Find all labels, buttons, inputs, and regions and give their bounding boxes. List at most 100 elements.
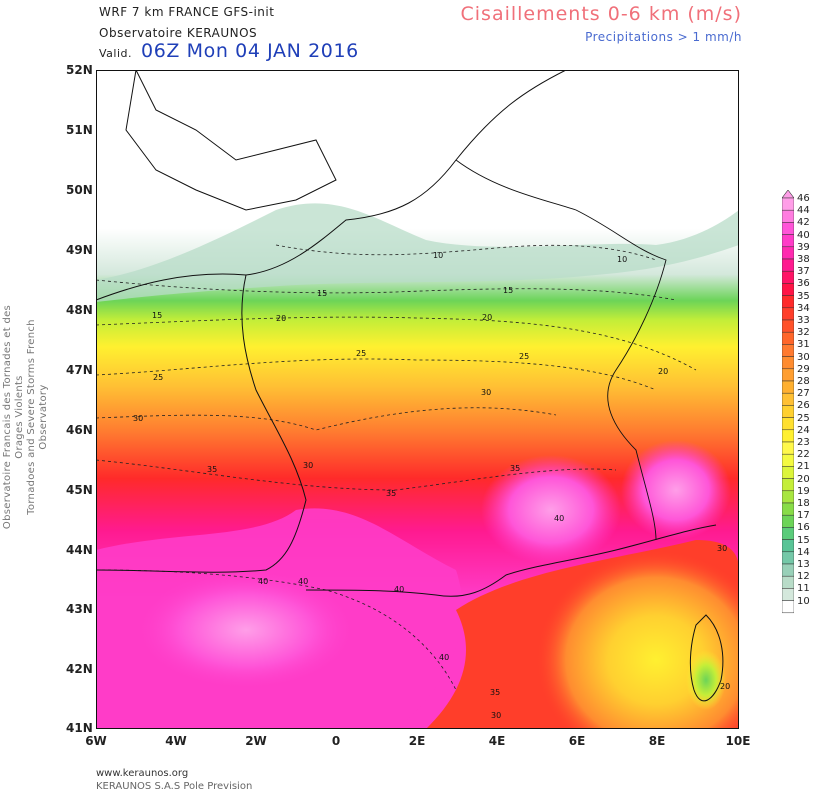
colorbar-label-33: 33 xyxy=(797,315,810,326)
colorbar-label-22: 22 xyxy=(797,449,810,461)
company-credit: KERAUNOS S.A.S Pole Prevision xyxy=(96,781,253,792)
pink-core-1 xyxy=(136,570,356,690)
colorbar-swatch-12 xyxy=(782,575,794,589)
colorbar-label-27: 27 xyxy=(797,388,810,400)
colorbar-label-14: 14 xyxy=(797,546,810,558)
colorbar-label-18: 18 xyxy=(797,498,810,509)
contour-35 xyxy=(96,459,617,491)
grey-band xyxy=(96,203,739,302)
lat-tick-43n: 43N xyxy=(66,602,93,616)
colorbar-swatch-31 xyxy=(782,344,794,357)
lat-tick-50n: 50N xyxy=(66,183,93,197)
colorbar-label-42: 42 xyxy=(797,217,810,229)
colorbar-swatch-11 xyxy=(782,588,794,601)
colorbar-swatch-32 xyxy=(782,331,794,345)
colorbar-label-21: 21 xyxy=(797,461,810,473)
corsica-outline xyxy=(689,614,724,702)
lon-tick-0: 0 xyxy=(331,734,341,748)
pink-core-2 xyxy=(481,455,621,565)
colorbar-swatch-22 xyxy=(782,453,794,467)
colorbar-label-16: 16 xyxy=(797,522,810,534)
border-line xyxy=(455,159,667,541)
colorbar-swatch-28 xyxy=(782,380,794,394)
colorbar-swatch-20 xyxy=(782,478,794,492)
colorbar-swatch-16 xyxy=(782,527,794,540)
lon-tick-2e: 2E xyxy=(408,734,426,748)
colorbar-swatch-44 xyxy=(782,209,794,223)
side-credit-line-1: Observatoire Francais des Tornades et de… xyxy=(2,304,25,530)
lat-tick-47n: 47N xyxy=(66,363,93,377)
colorbar-label-17: 17 xyxy=(797,510,810,522)
colorbar-swatch-36 xyxy=(782,283,794,296)
coastline-uk xyxy=(125,70,337,211)
colorbar-swatch-15 xyxy=(782,539,794,553)
lon-tick-4e: 4E xyxy=(488,734,506,748)
side-credit-line-2: Tornadoes and Severe Storms French Obser… xyxy=(26,319,49,515)
colorbar-swatch-34 xyxy=(782,307,794,321)
lon-tick-4w: 4W xyxy=(165,734,187,748)
colorbar-swatch-18 xyxy=(782,502,794,516)
colorbar-swatch-14 xyxy=(782,551,794,565)
lat-tick-46n: 46N xyxy=(66,423,93,437)
lon-tick-2w: 2W xyxy=(245,734,267,748)
colorbar-swatch-46 xyxy=(782,197,794,211)
colorbar-label-39: 39 xyxy=(797,241,810,253)
colorbar-label-34: 34 xyxy=(797,302,810,314)
parameter-title: Cisaillements 0-6 km (m/s) xyxy=(460,3,742,25)
website-credit: www.keraunos.org xyxy=(96,768,189,779)
colorbar-label-25: 25 xyxy=(797,412,810,424)
lat-tick-44n: 44N xyxy=(66,543,93,557)
colorbar-swatch-29 xyxy=(782,368,794,382)
colorbar-swatch-37 xyxy=(782,270,794,284)
colorbar-label-44: 44 xyxy=(797,205,810,217)
contour-15 xyxy=(96,279,677,301)
model-label: WRF 7 km FRANCE GFS-init xyxy=(99,5,275,19)
side-credit: Observatoire Francais des Tornades et de… xyxy=(2,287,50,547)
contour-25 xyxy=(96,358,657,391)
colorbar-swatch-13 xyxy=(782,563,794,577)
colorbar-swatch-33 xyxy=(782,319,794,333)
lat-tick-41n: 41N xyxy=(66,721,93,735)
colorbar-label-12: 12 xyxy=(797,571,810,583)
organization-label: Observatoire KERAUNOS xyxy=(99,26,258,40)
colorbar-label-30: 30 xyxy=(797,351,810,363)
precip-note: Precipitations > 1 mm/h xyxy=(585,30,742,44)
colorbar-swatch-38 xyxy=(782,258,794,272)
coastline-med xyxy=(305,524,717,597)
colorbar-swatch-35 xyxy=(782,295,794,309)
colorbar-label-32: 32 xyxy=(797,327,810,339)
colorbar-label-29: 29 xyxy=(797,363,810,375)
colorbar-swatch-30 xyxy=(782,356,794,370)
colorbar-swatch-24 xyxy=(782,429,794,443)
colorbar-swatch-10 xyxy=(782,600,794,614)
colorbar xyxy=(782,190,794,614)
colorbar-label-24: 24 xyxy=(797,424,810,436)
colorbar-swatch-19 xyxy=(782,490,794,504)
coastline-france xyxy=(96,70,567,573)
colorbar-swatch-23 xyxy=(782,441,794,455)
colorbar-swatch-27 xyxy=(782,392,794,406)
shear-map xyxy=(96,70,739,729)
lon-tick-6e: 6E xyxy=(568,734,586,748)
lat-tick-52n: 52N xyxy=(66,63,93,77)
colorbar-swatch-17 xyxy=(782,514,794,528)
colorbar-label-13: 13 xyxy=(797,559,810,570)
valid-time: 06Z Mon 04 JAN 2016 xyxy=(141,40,359,62)
lat-tick-49n: 49N xyxy=(66,243,93,257)
lon-tick-6w: 6W xyxy=(85,734,107,748)
pink-core-3 xyxy=(621,440,731,540)
colorbar-label-26: 26 xyxy=(797,400,810,412)
colorbar-label-31: 31 xyxy=(797,339,810,351)
contour-20 xyxy=(96,316,697,371)
colorbar-swatch-21 xyxy=(782,466,794,479)
lat-tick-42n: 42N xyxy=(66,662,93,676)
colorbar-label-20: 20 xyxy=(797,473,810,485)
colorbar-swatch-42 xyxy=(782,222,794,235)
lon-tick-8e: 8E xyxy=(648,734,666,748)
lon-tick-10e: 10E xyxy=(725,734,751,748)
colorbar-label-36: 36 xyxy=(797,278,810,290)
contour-30 xyxy=(96,407,557,431)
colorbar-label-46: 46 xyxy=(797,193,810,204)
colorbar-swatch-26 xyxy=(782,405,794,418)
lat-tick-48n: 48N xyxy=(66,303,93,317)
